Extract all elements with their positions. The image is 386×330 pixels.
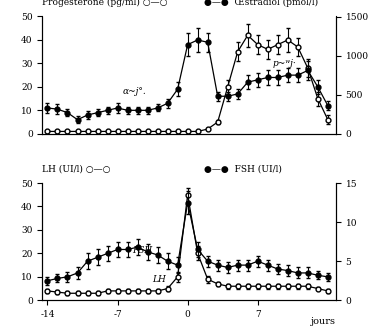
Text: ●—●  Œstradiol (pmol/l): ●—● Œstradiol (pmol/l) [204, 0, 318, 7]
Text: LH (UI/l) ○—○: LH (UI/l) ○—○ [42, 165, 111, 174]
Text: α~j°.: α~j°. [123, 87, 146, 96]
Text: jours: jours [311, 317, 336, 326]
Text: Progestérone (pg/ml) ○—○: Progestérone (pg/ml) ○—○ [42, 0, 168, 7]
Text: LH: LH [152, 275, 166, 283]
Text: ●—●  FSH (UI/l): ●—● FSH (UI/l) [204, 165, 282, 174]
Text: FSH: FSH [132, 247, 153, 255]
Text: p~ʷj·: p~ʷj· [273, 59, 296, 68]
